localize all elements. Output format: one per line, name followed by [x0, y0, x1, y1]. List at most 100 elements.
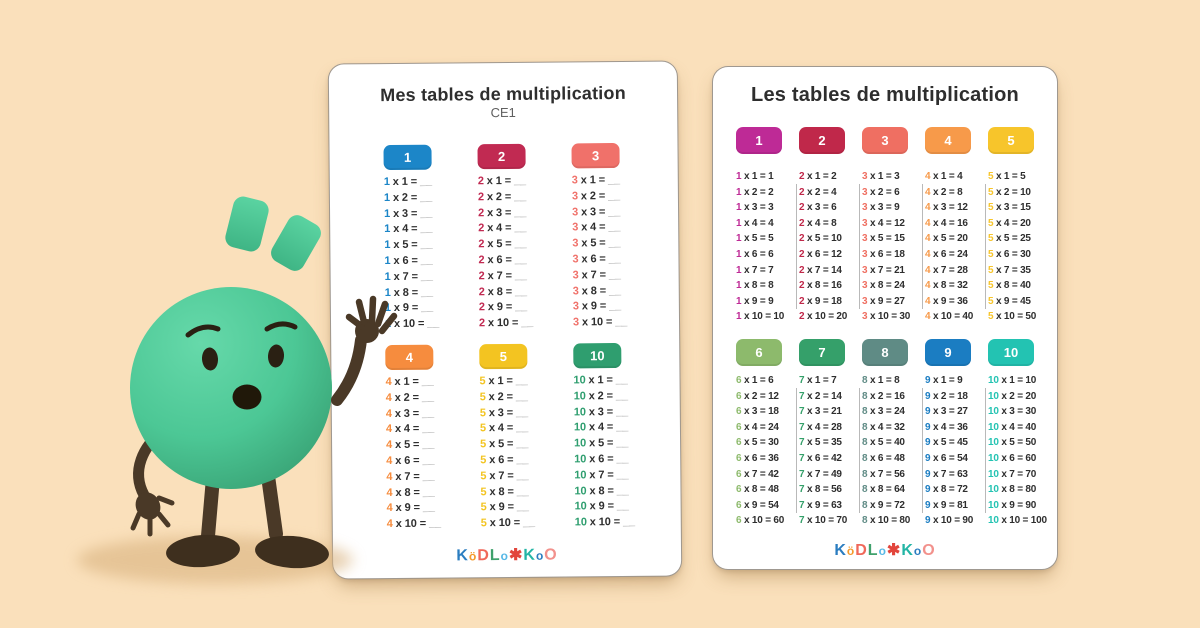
multiplication-row: 1 x 5 = 5 [736, 233, 774, 245]
table-rows: 8 x 1 = 8 8 x 2 = 16 8 x 3 = 24 8 x 4 = 32 8… [862, 373, 925, 529]
multiplication-row: 4 x 2 = 8 [925, 186, 963, 198]
table-badge-8: 8 [862, 338, 908, 366]
table-rows: 5 x 1 = 5 5 x 2 = 10 5 x 3 = 15 5 x 4 = 20 5… [988, 169, 1051, 325]
table-rows: 6 x 1 = 6 6 x 2 = 12 6 x 3 = 18 6 x 4 = 24 6… [736, 373, 799, 529]
multiplication-row: 7 x 9 = 63 [799, 499, 842, 511]
multiplication-row: 5 x 1 = 5 [988, 171, 1026, 182]
mascot-eyebrow-left [185, 324, 221, 338]
multiplication-row: 3 x 10 = 30 [862, 311, 911, 323]
multiplication-row: 9 x 4 = 36 [925, 421, 968, 433]
multiplication-row: 10 x 7 = 70 [988, 468, 1037, 480]
table-badge-5: 5 [479, 343, 528, 370]
table-rows: 10 x 1 = __ 10 x 2 = __ 10 x 3 = __ 10 x 4 … [573, 373, 668, 532]
multiplication-row: 10 x 1 = 10 [988, 374, 1037, 386]
multiplication-row: 8 x 10 = 80 [862, 515, 911, 527]
multiplication-row: 1 x 7 = 7 [736, 264, 774, 276]
logo-letter: o [913, 543, 923, 558]
multiplication-row: 2 x 4 = 8 [799, 217, 837, 229]
multiplication-row: 7 x 6 = 42 [799, 452, 842, 464]
logo-letter: O [922, 541, 936, 559]
multiplication-row: 6 x 7 = 42 [736, 468, 779, 480]
multiplication-row: 10 x 5 = __ [574, 437, 629, 450]
multiplication-row: 1 x 1 = 1 [736, 171, 774, 182]
multiplication-row: 5 x 8 = __ [480, 485, 529, 498]
multiplication-row: 10 x 10 = __ [574, 516, 636, 529]
multiplication-row: 3 x 4 = 12 [862, 217, 905, 229]
multiplication-row: 4 x 3 = 12 [925, 202, 968, 214]
multiplication-row: 5 x 10 = __ [480, 516, 536, 530]
multiplication-row: 7 x 2 = 14 [799, 390, 842, 402]
table-badge-4: 4 [925, 127, 971, 154]
multiplication-row: 1 x 6 = 6 [736, 248, 774, 260]
multiplication-row: 4 x 10 = 40 [925, 311, 974, 323]
table-badge-1: 1 [383, 144, 432, 171]
table-badge-6: 6 [736, 338, 782, 366]
mascot-mouth [232, 384, 262, 410]
multiplication-row: 4 x 8 = 32 [925, 280, 968, 292]
multiplication-row: 10 x 7 = __ [574, 468, 629, 482]
multiplication-row: 6 x 3 = 18 [736, 406, 779, 418]
table-badge-1: 1 [736, 127, 782, 154]
table-column-8: 8 8 x 1 = 8 8 x 2 = 16 8 x 3 = 24 8 x 4 = 32… [862, 338, 925, 529]
multiplication-row: 3 x 6 = 18 [862, 248, 905, 260]
multiplication-row: 3 x 5 = 15 [862, 233, 905, 245]
multiplication-row: 2 x 9 = __ [478, 301, 528, 314]
multiplication-row: 9 x 10 = 90 [925, 515, 974, 527]
multiplication-row: 2 x 8 = __ [478, 285, 528, 298]
mascot-character [77, 196, 398, 584]
multiplication-row: 10 x 2 = 20 [988, 390, 1037, 402]
card-subtitle: CE1 [490, 104, 516, 121]
multiplication-row: 2 x 10 = __ [478, 316, 534, 330]
multiplication-row: 3 x 6 = __ [572, 252, 621, 266]
table-column-3: 3 3 x 1 = __ 3 x 2 = __ 3 x 3 = __ 3 x 4 = _… [571, 142, 667, 332]
multiplication-row: 3 x 8 = 24 [862, 280, 905, 292]
multiplication-row: 1 x 3 = 3 [736, 202, 774, 214]
logo-letter: ✱ [508, 546, 524, 564]
multiplication-row: 2 x 4 = __ [478, 222, 527, 235]
table-column-2: 2 2 x 1 = __ 2 x 2 = __ 2 x 3 = __ 2 x 4 = _… [477, 143, 573, 332]
table-badge-9: 9 [925, 338, 971, 366]
multiplication-row: 3 x 8 = __ [572, 284, 622, 297]
table-badge-10: 10 [573, 342, 622, 369]
multiplication-row: 6 x 6 = 36 [736, 452, 779, 464]
table-column-7: 7 7 x 1 = 7 7 x 2 = 14 7 x 3 = 21 7 x 4 = 28… [799, 338, 862, 529]
logo-letter: K [456, 547, 470, 565]
multiplication-row: 10 x 9 = 90 [988, 499, 1037, 511]
multiplication-row: 5 x 8 = 40 [988, 280, 1031, 292]
multiplication-row: 6 x 10 = 60 [736, 515, 785, 527]
multiplication-row: 5 x 7 = __ [480, 469, 529, 482]
multiplication-row: 3 x 3 = 9 [862, 202, 900, 214]
multiplication-row: 10 x 6 = __ [574, 452, 629, 466]
card-title: Mes tables de multiplication [380, 82, 626, 106]
table-column-10: 10 10 x 1 = __ 10 x 2 = __ 10 x 3 = __ 10 x … [573, 342, 669, 532]
multiplication-row: 7 x 1 = 7 [799, 374, 837, 386]
multiplication-row: 3 x 5 = __ [572, 237, 621, 250]
logo-letter: O [544, 546, 558, 564]
logo-letter: ö [846, 543, 856, 558]
multiplication-row: 2 x 7 = 14 [799, 264, 842, 276]
mascot-eyebrow-right [264, 321, 298, 332]
multiplication-row: 6 x 9 = 54 [736, 499, 779, 511]
multiplication-row: 6 x 2 = 12 [736, 390, 779, 402]
mascot-body [130, 287, 332, 489]
multiplication-row: 5 x 3 = 15 [988, 202, 1031, 214]
multiplication-row: 5 x 1 = __ [479, 374, 528, 388]
multiplication-row: 8 x 2 = 16 [862, 390, 905, 402]
multiplication-row: 4 x 9 = 36 [925, 295, 968, 307]
table-column-9: 9 9 x 1 = 9 9 x 2 = 18 9 x 3 = 27 9 x 4 = 36… [925, 338, 988, 529]
multiplication-row: 10 x 3 = __ [573, 405, 629, 418]
multiplication-row: 2 x 7 = __ [478, 269, 527, 283]
multiplication-row: 7 x 8 = 56 [799, 484, 842, 496]
multiplication-row: 2 x 10 = 20 [799, 311, 848, 323]
multiplication-row: 10 x 5 = 50 [988, 437, 1037, 449]
multiplication-row: 1 x 2 = 2 [736, 186, 774, 198]
multiplication-row: 8 x 5 = 40 [862, 437, 905, 449]
multiplication-row: 9 x 3 = 27 [925, 406, 968, 418]
multiplication-row: 3 x 4 = __ [572, 221, 621, 234]
mascot-right-arm-waving [331, 295, 398, 406]
